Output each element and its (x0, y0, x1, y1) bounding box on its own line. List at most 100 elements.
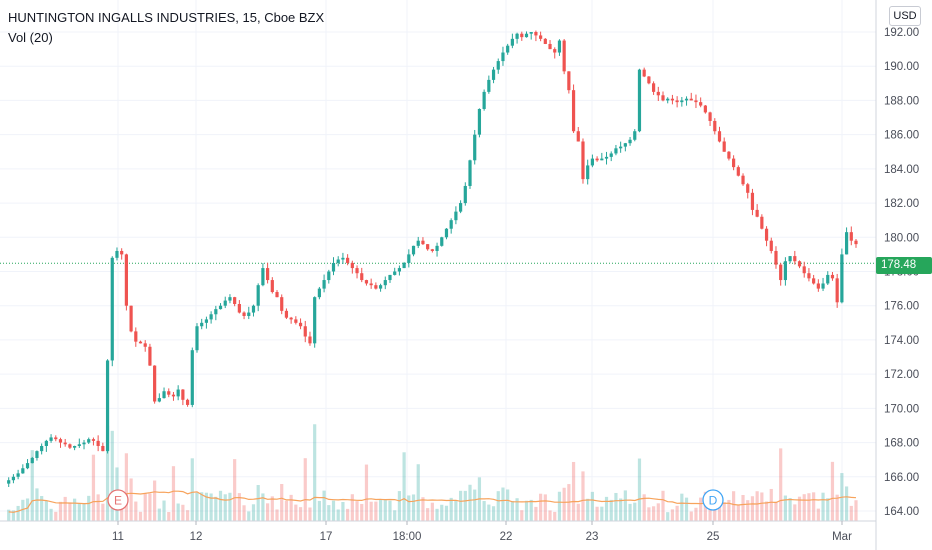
candle-body (162, 391, 166, 399)
dividend-marker (702, 489, 724, 511)
volume-bar (496, 491, 500, 521)
volume-bar (444, 505, 449, 521)
volume-bar (600, 506, 604, 521)
volume-bar (764, 501, 769, 521)
candle-body (741, 175, 745, 185)
volume-bar (195, 492, 199, 521)
volume-bar (797, 496, 802, 521)
volume-bar (266, 503, 270, 521)
candle-body (134, 331, 138, 342)
candle-body (642, 69, 646, 77)
candle-body (393, 271, 397, 275)
candle-body (120, 250, 124, 255)
currency-button[interactable]: USD (889, 6, 921, 26)
candle-body (473, 134, 477, 161)
candle-body (670, 98, 675, 101)
candle-body (830, 274, 835, 279)
volume-bar (844, 486, 849, 521)
volume-bar (218, 490, 223, 521)
candle-body (802, 266, 806, 274)
candle-body (651, 83, 656, 92)
volume-bar (557, 491, 562, 521)
candle-body (567, 71, 571, 91)
candle-body (54, 437, 58, 440)
volume-bar (430, 502, 434, 521)
candle-body (77, 444, 81, 446)
x-tick-label: 17 (320, 531, 333, 543)
volume-bar (237, 493, 241, 521)
volume-bar (280, 483, 284, 521)
volume-bar (294, 504, 298, 521)
candle-body (760, 216, 764, 229)
candle-body (534, 32, 538, 36)
y-tick-label: 184.00 (884, 164, 919, 176)
candle-body (553, 49, 557, 53)
last-price-label: 178.48 (876, 257, 932, 274)
candle-body (581, 141, 585, 180)
volume-indicator-label[interactable]: Vol (20) (8, 30, 53, 45)
candle-body (590, 158, 594, 166)
volume-bar (247, 511, 251, 521)
candle-body (520, 33, 524, 38)
x-tick-label: 23 (586, 531, 599, 543)
candle-body (237, 304, 241, 313)
x-tick-label: 11 (112, 531, 124, 543)
volume-bar (11, 510, 16, 521)
candle-body (355, 268, 359, 274)
candle-body (275, 292, 279, 298)
volume-bar (553, 511, 557, 521)
candle-body (270, 280, 274, 293)
candle-body (812, 278, 816, 284)
candle-body (303, 326, 307, 337)
candle-body (416, 240, 420, 246)
candle-body (722, 141, 726, 152)
volume-bar (223, 494, 227, 521)
volume-bar (529, 499, 533, 521)
y-tick-label: 192.00 (884, 27, 919, 39)
time-axis[interactable]: 11 12 17 18:00 22 23 25 Mar (112, 521, 852, 543)
candle-body (647, 76, 651, 84)
candle-body (280, 297, 284, 311)
candle-body (727, 151, 731, 159)
candle-body (261, 268, 265, 286)
volume-bar (68, 502, 72, 521)
volume-bar (270, 496, 274, 521)
volume-bar (261, 493, 265, 521)
candle-body (110, 257, 114, 361)
candle-body (506, 45, 510, 53)
volume-bar (506, 489, 510, 521)
candle-body (317, 288, 321, 298)
volume-bar (402, 452, 406, 521)
volume-bar (680, 493, 684, 521)
volume-bar (571, 461, 576, 521)
candle-body (844, 232, 849, 255)
volume-bar (779, 448, 783, 521)
candle-body (454, 211, 458, 221)
volume-bar (637, 458, 642, 521)
volume-bar (317, 500, 321, 521)
volume-bar (835, 494, 839, 521)
candle-body (214, 309, 218, 315)
volume-bar (760, 492, 764, 521)
volume-bar (16, 505, 20, 521)
candle-body (713, 120, 717, 132)
candle-body (449, 220, 453, 229)
candle-body (496, 61, 500, 70)
candle-body (341, 257, 345, 260)
volume-bar (783, 495, 787, 521)
volume-bar (242, 505, 246, 521)
candle-body (322, 280, 326, 289)
candle-body (369, 283, 373, 286)
candle-body (171, 394, 176, 397)
candle-body (331, 262, 336, 272)
price-axis[interactable]: 192.00 190.00 188.00 186.00 184.00 182.00 180.… (884, 27, 919, 518)
volume-bar (793, 504, 797, 521)
volume-bar (604, 496, 609, 521)
volume-bar (167, 512, 171, 521)
candle-body (308, 336, 312, 344)
earnings-marker (107, 489, 129, 511)
candle-body (153, 365, 157, 402)
volume-bar (21, 499, 25, 521)
